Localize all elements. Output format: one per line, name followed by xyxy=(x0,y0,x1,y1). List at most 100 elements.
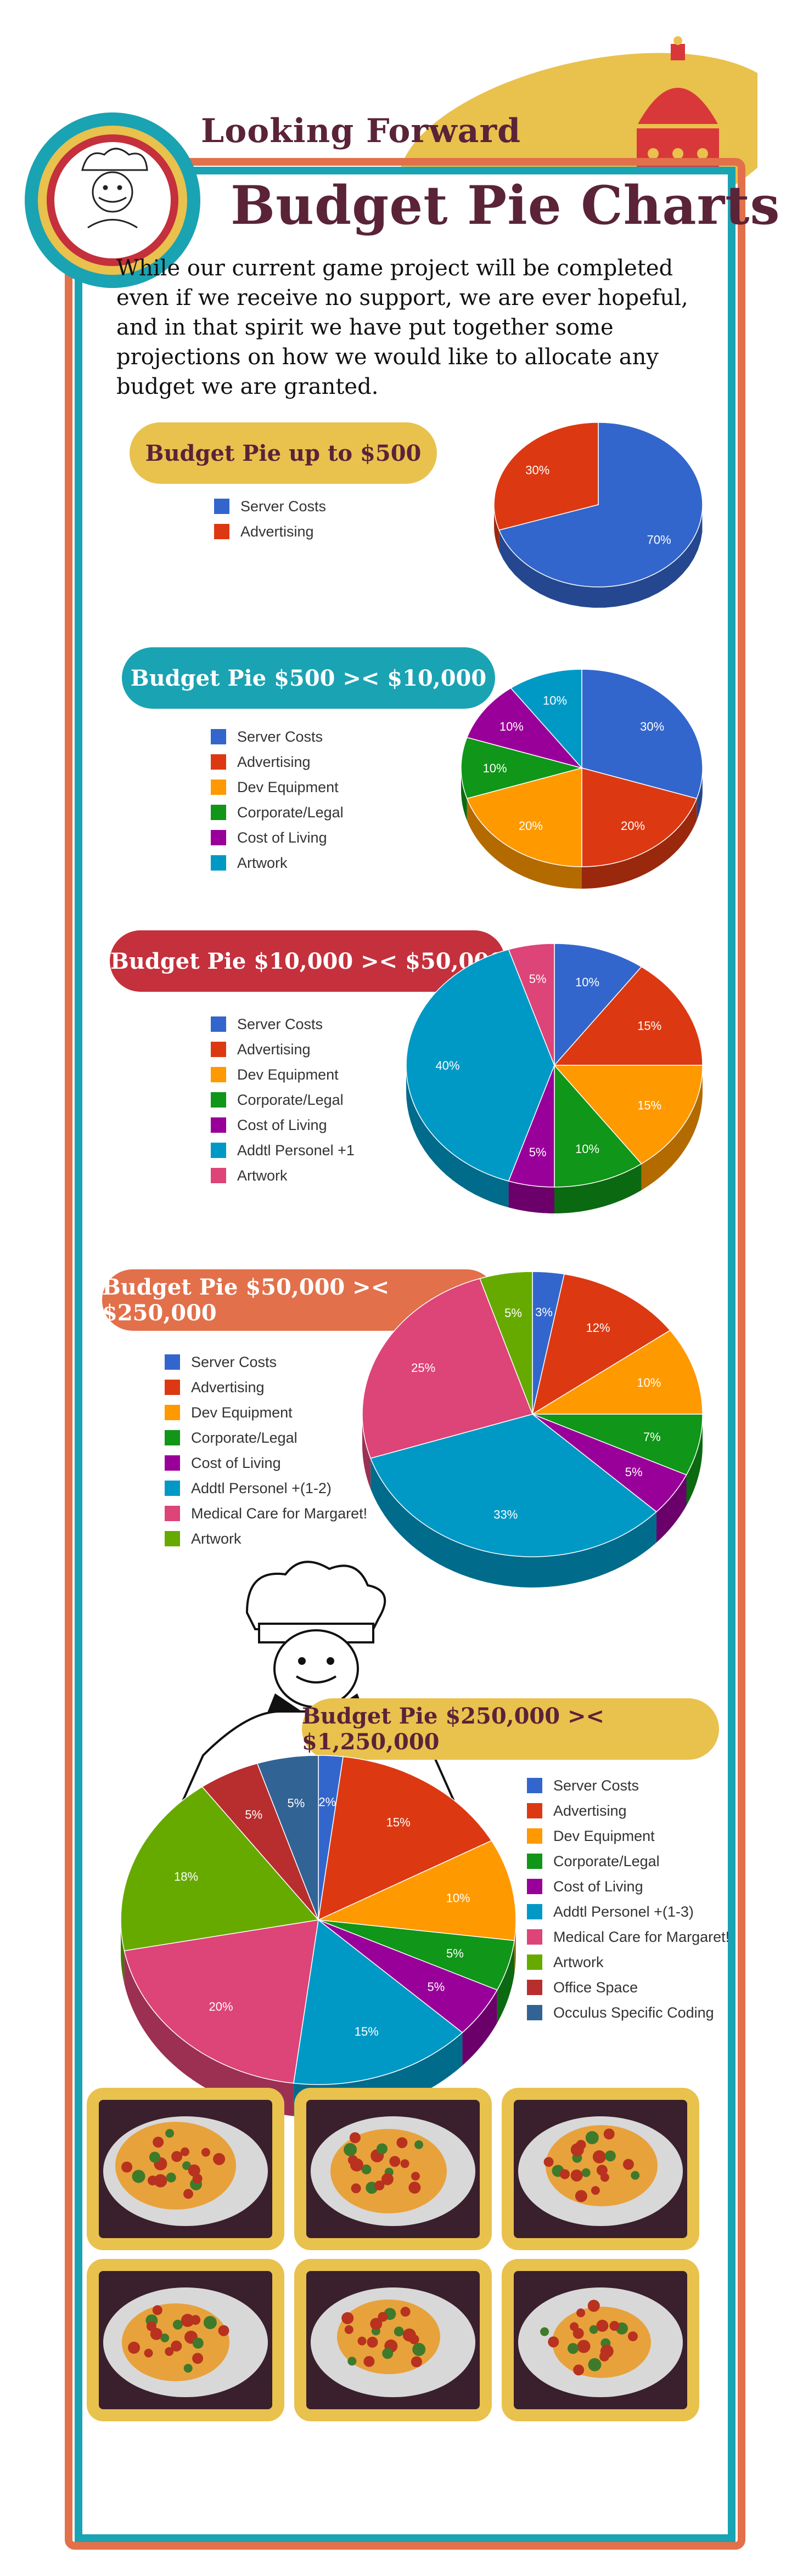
pie-slice xyxy=(531,1273,671,1415)
legend-swatch xyxy=(527,1904,542,1919)
pizza-photo xyxy=(502,2088,699,2250)
legend-item: Artwork xyxy=(211,1163,355,1188)
legend-item: Advertising xyxy=(211,1037,355,1062)
legend-label: Server Costs xyxy=(237,1015,323,1032)
legend-label: Cost of Living xyxy=(237,1116,327,1133)
legend-item: Cost of Living xyxy=(211,1112,355,1138)
pizza-icon xyxy=(103,2287,268,2397)
legend-item: Corporate/Legal xyxy=(211,800,344,825)
pie-slice xyxy=(461,737,583,799)
legend-item: Dev Equipment xyxy=(527,1823,729,1849)
pie-slice xyxy=(553,966,703,1066)
legend-item: Server Costs xyxy=(211,1012,355,1037)
pie-slice xyxy=(293,1919,463,2085)
pie-slice xyxy=(554,1064,642,1188)
pie-slice xyxy=(532,1414,703,1476)
legend-swatch xyxy=(211,1092,226,1108)
pie-slice-side xyxy=(467,798,582,889)
chart-title-2: Budget Pie $500 >< $10,000 xyxy=(130,665,487,691)
legend-label: Corporate/Legal xyxy=(553,1852,660,1869)
legend-label: Advertising xyxy=(191,1379,265,1396)
legend-item: Advertising xyxy=(527,1798,729,1823)
pie-slice xyxy=(554,943,642,1066)
legend-swatch xyxy=(165,1506,180,1521)
chart-title-1: Budget Pie up to $500 xyxy=(145,440,422,466)
legend-swatch xyxy=(211,779,226,795)
legend-item: Server Costs xyxy=(211,724,344,749)
legend-swatch xyxy=(527,1980,542,1995)
legend-swatch xyxy=(211,830,226,845)
legend-item: Dev Equipment xyxy=(211,1062,355,1087)
legend-label: Advertising xyxy=(553,1802,627,1819)
pie-slice-label: 5% xyxy=(529,1145,547,1159)
pie-slice xyxy=(362,1278,533,1459)
pie-chart-2: 30% 20% 20% 10% 10% 10% xyxy=(461,669,703,889)
pie-slice xyxy=(553,1065,703,1165)
pie-slice-label: 70% xyxy=(647,533,671,546)
legend-swatch xyxy=(165,1455,180,1471)
legend-swatch xyxy=(211,805,226,820)
chart-title-5: Budget Pie $250,000 >< $1,250,000 xyxy=(302,1703,605,1755)
pie-slice xyxy=(466,767,582,867)
pie-slice-label: 30% xyxy=(525,464,549,477)
pie-slice-label: 3% xyxy=(535,1306,553,1319)
pie-slice-side xyxy=(370,1458,656,1588)
pie-slice-label: 20% xyxy=(621,819,645,833)
legend-swatch xyxy=(211,1067,226,1082)
legend-swatch xyxy=(211,1143,226,1158)
pie-slice-label: 20% xyxy=(209,1999,233,2013)
legend-swatch xyxy=(165,1481,180,1496)
legend-swatch xyxy=(527,1828,542,1844)
legend-label: Dev Equipment xyxy=(237,1066,339,1083)
legend-item: Advertising xyxy=(165,1375,367,1400)
pizza-icon xyxy=(103,2116,268,2226)
legend-item: Occulus Specific Coding xyxy=(527,2000,729,2025)
legend-label: Corporate/Legal xyxy=(237,1091,344,1108)
pizza-icon xyxy=(518,2116,683,2226)
pie-slice-side xyxy=(582,798,697,889)
legend-swatch xyxy=(165,1380,180,1395)
legend-label: Dev Equipment xyxy=(237,778,339,795)
legend-label: Artwork xyxy=(237,854,288,871)
pie-slice-label: 18% xyxy=(174,1869,198,1883)
pie-chart-1: 70% 30% xyxy=(493,422,703,608)
legend-item: Cost of Living xyxy=(527,1874,729,1899)
legend-label: Cost of Living xyxy=(191,1454,281,1471)
pizza-photo xyxy=(87,2259,284,2421)
chart-title-pill-3: Budget Pie $10,000 >< $50,000 xyxy=(110,930,505,992)
pie-slice xyxy=(508,943,555,1066)
legend-label: Server Costs xyxy=(553,1777,639,1794)
pie-slice xyxy=(317,1840,516,1941)
legend-item: Dev Equipment xyxy=(165,1400,367,1425)
legend-swatch xyxy=(527,2005,542,2020)
legend-label: Artwork xyxy=(191,1530,242,1547)
pie-slice-side xyxy=(697,771,703,821)
pie-slice xyxy=(370,1414,658,1557)
legend-item: Corporate/Legal xyxy=(527,1849,729,1874)
pizza-icon xyxy=(311,2287,475,2397)
pie-slice-label: 25% xyxy=(411,1361,435,1375)
legend-swatch xyxy=(165,1354,180,1370)
legend-label: Medical Care for Margaret! xyxy=(191,1505,368,1522)
legend-item: Corporate/Legal xyxy=(211,1087,355,1112)
pie-slice xyxy=(466,687,583,769)
legend-item: Advertising xyxy=(214,519,326,544)
legend-swatch xyxy=(211,855,226,871)
legend-swatch xyxy=(165,1430,180,1445)
chef-icon xyxy=(81,148,148,229)
legend-item: Corporate/Legal xyxy=(165,1425,367,1450)
legend-label: Occulus Specific Coding xyxy=(553,2004,714,2021)
pie-slice-label: 5% xyxy=(504,1306,522,1320)
pie-slice-side xyxy=(686,1414,703,1506)
legend-swatch xyxy=(211,1168,226,1183)
pizza-icon xyxy=(311,2116,475,2226)
pie-slice-label: 10% xyxy=(637,1376,661,1389)
pie-slice xyxy=(510,669,582,769)
pie-slice xyxy=(531,1330,703,1415)
legend-label: Advertising xyxy=(237,1041,311,1058)
pie-slice-side xyxy=(554,1163,642,1213)
legend-swatch xyxy=(527,1954,542,1970)
pie-chart-3: 10% 15% 15% 10% 5% 40% 5% xyxy=(406,943,703,1213)
pie-slice-label: 15% xyxy=(386,1815,411,1829)
legend-label: Artwork xyxy=(237,1167,288,1184)
